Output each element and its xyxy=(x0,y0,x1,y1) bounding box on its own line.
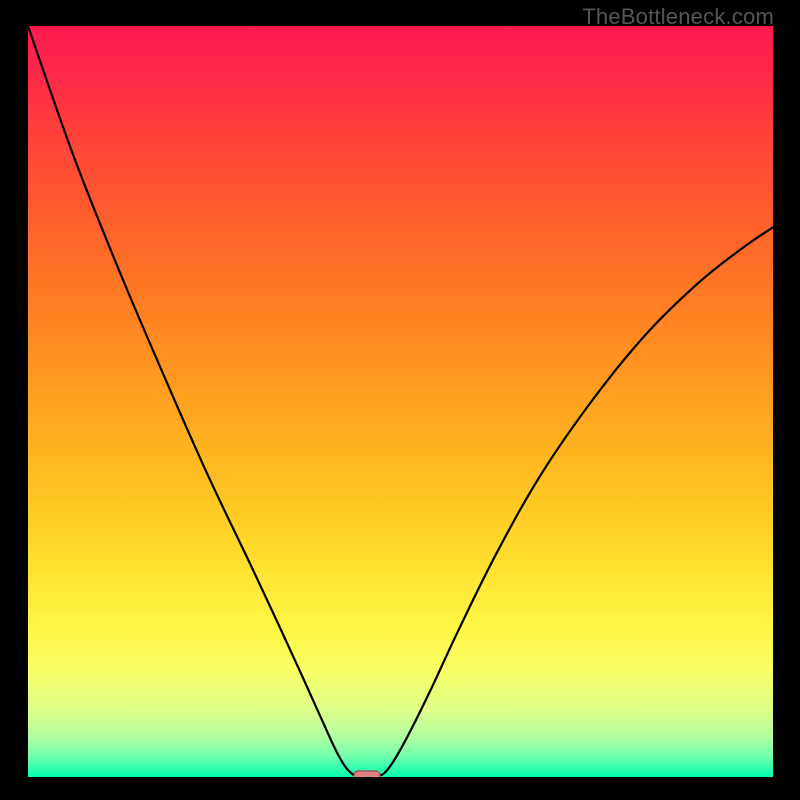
bottleneck-chart xyxy=(28,26,773,777)
bottleneck-marker xyxy=(354,771,380,777)
chart-stage: TheBottleneck.com xyxy=(0,0,800,800)
watermark-text: TheBottleneck.com xyxy=(582,4,774,30)
gradient-background xyxy=(28,26,773,777)
